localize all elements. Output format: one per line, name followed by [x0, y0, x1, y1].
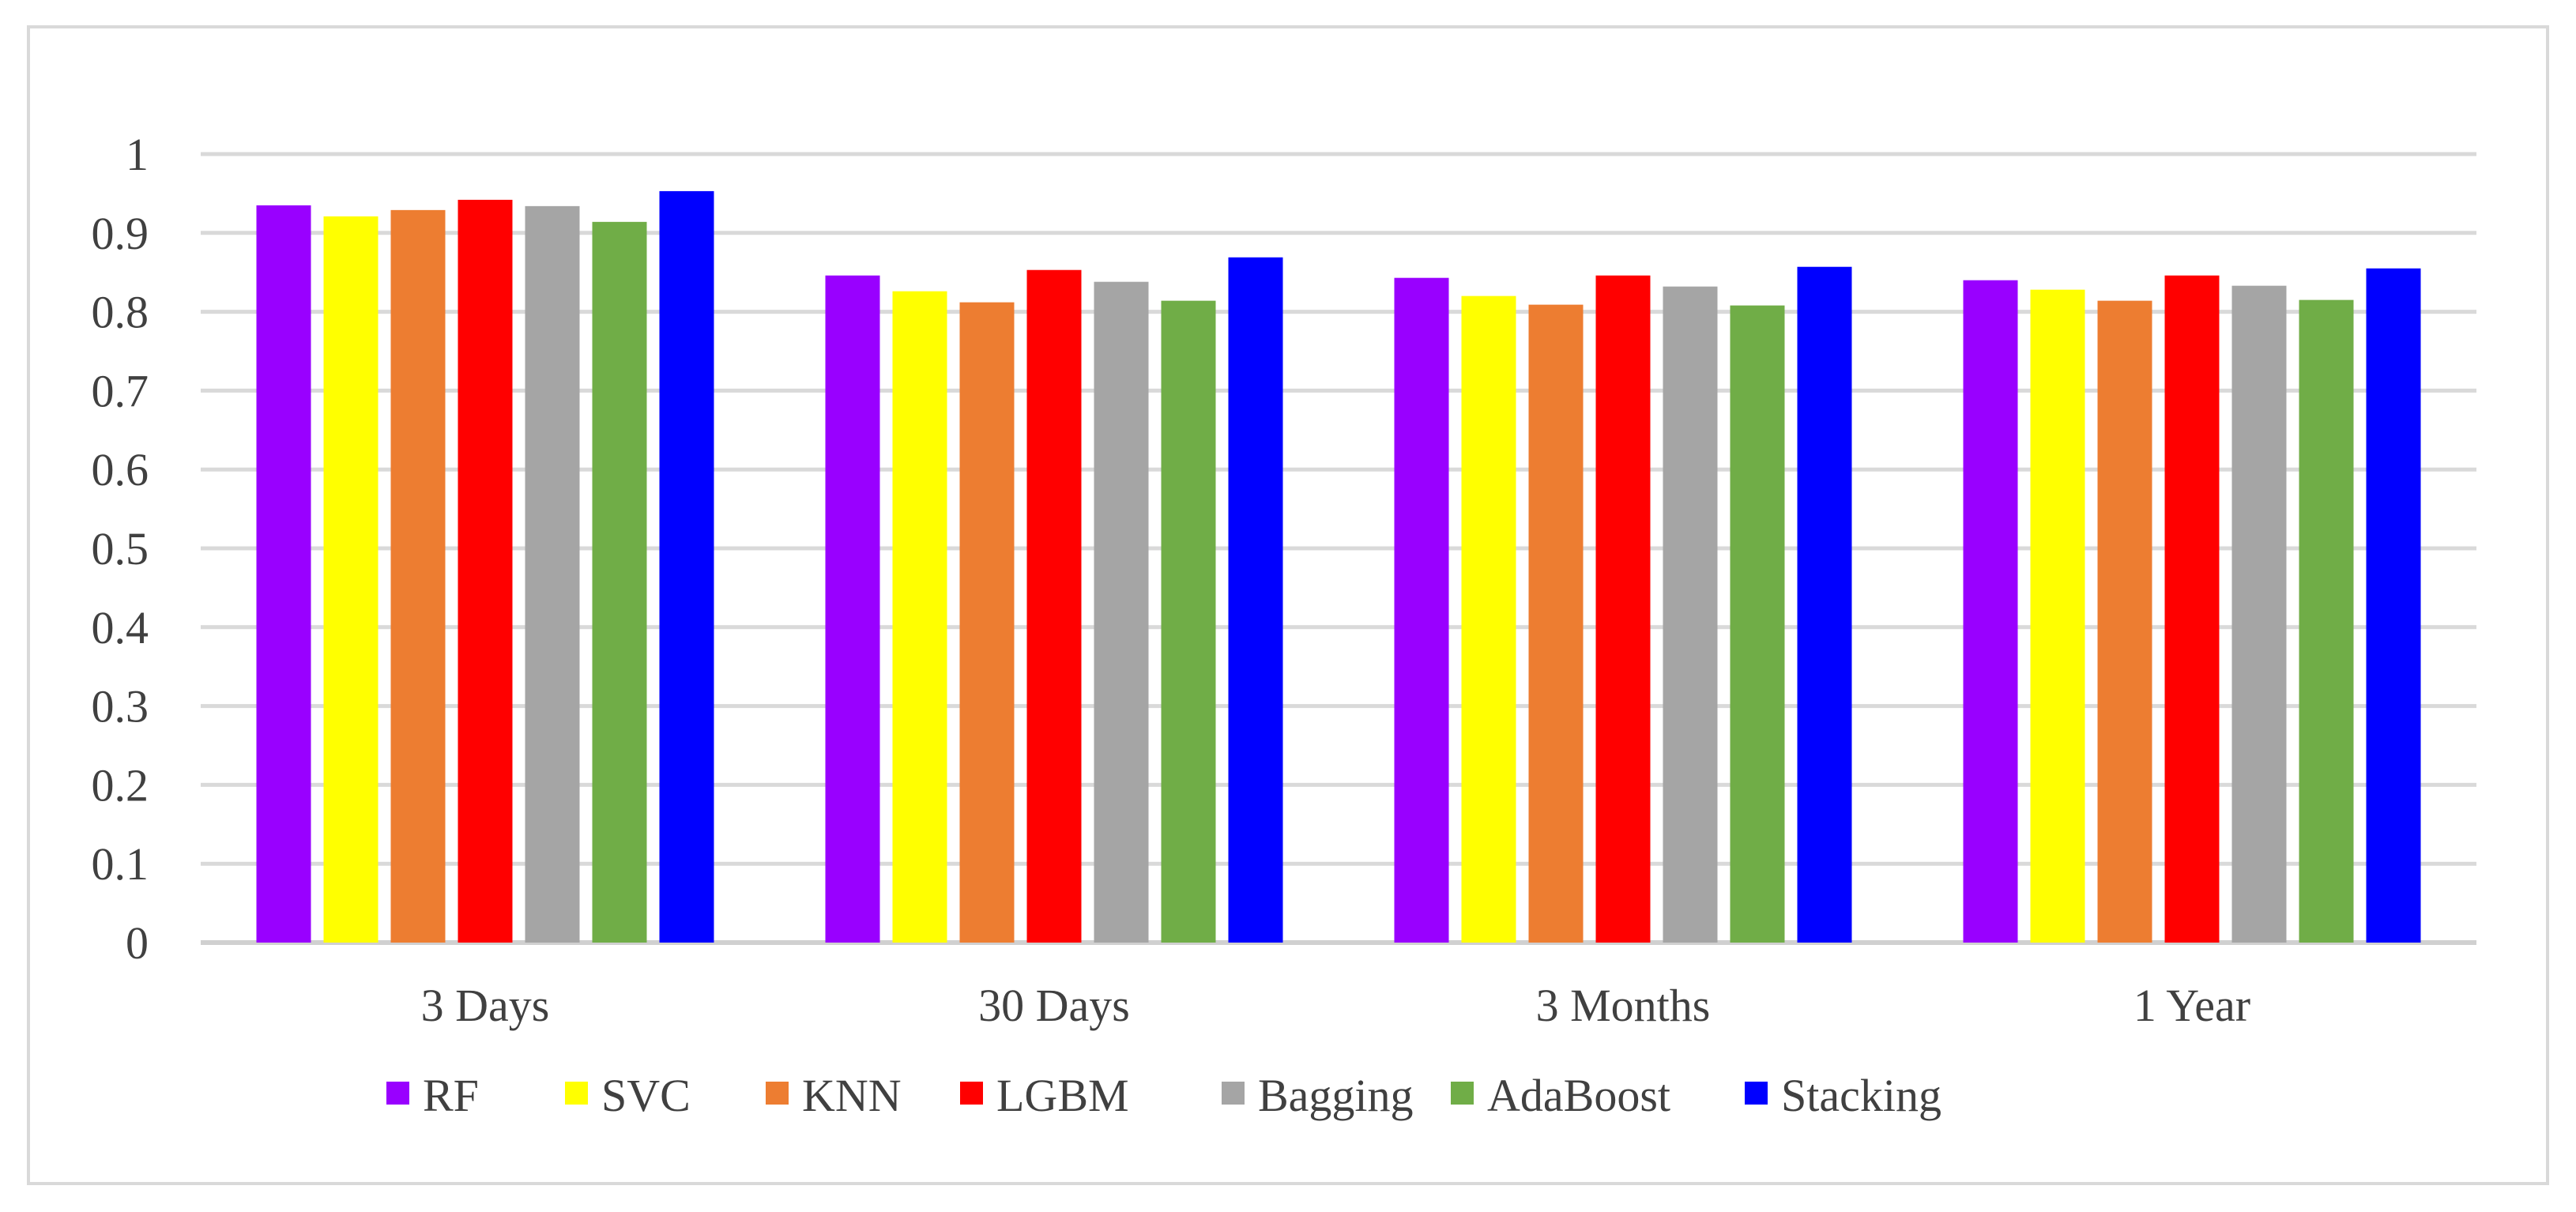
legend-label-stacking: Stacking: [1781, 1070, 1941, 1121]
bar-knn-3-months: [1528, 304, 1584, 943]
bar-stacking-1-year: [2366, 268, 2421, 943]
x-category-label: 1 Year: [2133, 980, 2250, 1031]
bar-stacking-3-months: [1797, 266, 1852, 943]
y-tick-label: 0.2: [92, 759, 149, 811]
legend-label-rf: RF: [423, 1070, 479, 1121]
bars: [256, 190, 2421, 943]
x-category-label: 3 Days: [421, 980, 550, 1031]
y-tick-label: 0: [126, 917, 149, 969]
legend-swatch-stacking: [1745, 1082, 1768, 1105]
y-tick-label: 0.5: [92, 523, 149, 574]
y-tick-label: 1: [126, 129, 149, 180]
bar-svc-30-days: [892, 291, 947, 943]
bar-lgbm-1-year: [2164, 275, 2220, 943]
y-tick-label: 0.4: [92, 602, 149, 653]
x-category-label: 30 Days: [978, 980, 1130, 1031]
bar-rf-30-days: [825, 275, 880, 943]
bar-bagging-30-days: [1094, 281, 1149, 943]
y-tick-label: 0.3: [92, 681, 149, 732]
bar-adaboost-3-days: [592, 221, 647, 943]
bar-rf-3-days: [256, 205, 311, 943]
y-tick-label: 0.7: [92, 365, 149, 416]
bar-bagging-1-year: [2231, 285, 2287, 943]
legend-label-knn: KNN: [802, 1070, 902, 1121]
x-axis-category-labels: 3 Days 30 Days 3 Months 1 Year: [421, 980, 2250, 1031]
bar-adaboost-1-year: [2299, 299, 2354, 943]
bar-stacking-30-days: [1228, 257, 1283, 943]
bar-svc-1-year: [2030, 289, 2085, 943]
bar-bagging-3-days: [525, 205, 580, 943]
legend-swatch-lgbm: [960, 1082, 983, 1105]
y-tick-label: 0.8: [92, 287, 149, 338]
legend-label-svc: SVC: [601, 1070, 691, 1121]
y-axis-tick-labels: 0 0.1 0.2 0.3 0.4 0.5 0.6 0.7 0.8 0.9 1: [92, 129, 149, 969]
bar-knn-3-days: [390, 209, 446, 943]
bar-lgbm-3-months: [1595, 275, 1651, 943]
bar-stacking-3-days: [659, 190, 714, 943]
bar-svc-3-days: [323, 216, 378, 943]
legend-label-bagging: Bagging: [1258, 1070, 1414, 1121]
bar-rf-1-year: [1963, 280, 2018, 943]
legend: RF SVC KNN LGBM Bagging AdaBoost Stacking: [386, 1070, 1941, 1121]
bar-lgbm-30-days: [1026, 269, 1082, 943]
y-tick-label: 0.1: [92, 838, 149, 890]
x-category-label: 3 Months: [1536, 980, 1711, 1031]
bar-lgbm-3-days: [458, 199, 513, 943]
legend-swatch-bagging: [1222, 1082, 1245, 1105]
legend-swatch-svc: [565, 1082, 588, 1105]
bar-adaboost-30-days: [1161, 300, 1216, 943]
bar-svc-3-months: [1461, 295, 1516, 943]
legend-label-lgbm: LGBM: [996, 1070, 1129, 1121]
legend-label-adaboost: AdaBoost: [1487, 1070, 1670, 1121]
y-tick-label: 0.9: [92, 208, 149, 259]
bar-bagging-3-months: [1663, 286, 1718, 943]
legend-swatch-knn: [766, 1082, 789, 1105]
y-tick-label: 0.6: [92, 444, 149, 495]
bar-knn-30-days: [959, 302, 1015, 943]
bar-adaboost-3-months: [1730, 305, 1785, 943]
legend-swatch-rf: [386, 1082, 409, 1105]
bar-rf-3-months: [1394, 277, 1449, 943]
gridlines: [201, 152, 2476, 945]
bar-knn-1-year: [2097, 300, 2152, 943]
legend-swatch-adaboost: [1451, 1082, 1474, 1105]
